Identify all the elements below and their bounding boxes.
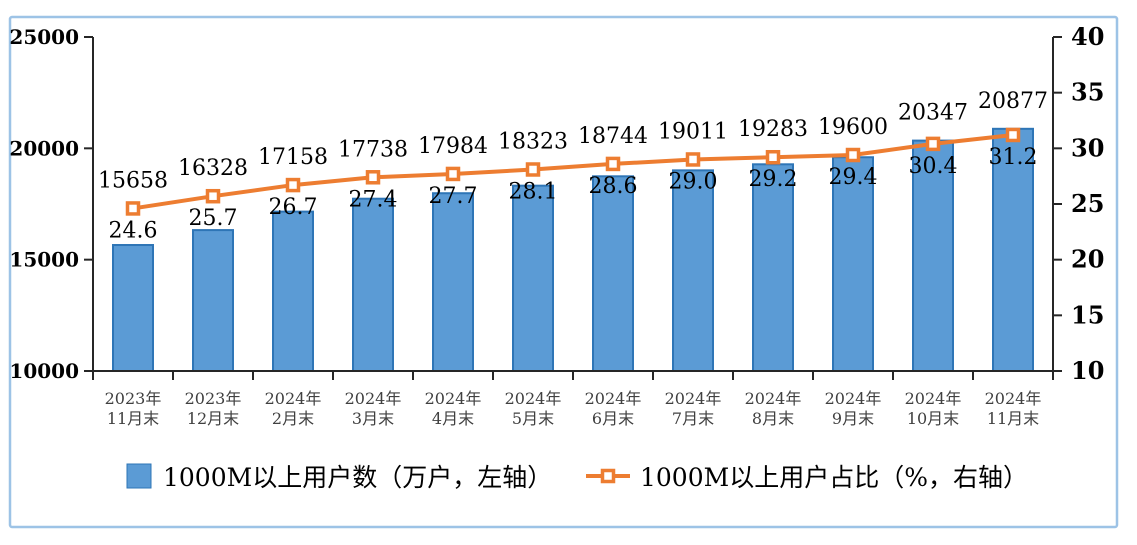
percent-value-label: 29.0 xyxy=(669,169,718,194)
x-category-label: 5月末 xyxy=(512,409,554,428)
percent-value-label: 27.7 xyxy=(429,184,478,209)
left-axis-tick-label: 25000 xyxy=(9,25,79,49)
bar-series xyxy=(112,127,1034,372)
right-axis-tick-label: 40 xyxy=(1071,22,1104,51)
bar-value-label: 19011 xyxy=(658,119,728,144)
x-category-label: 2024年 xyxy=(745,389,802,408)
x-category-label: 2024年 xyxy=(585,389,642,408)
legend-label-bars: 1000M以上用户数（万户，左轴） xyxy=(163,463,552,492)
percent-value-label: 29.2 xyxy=(749,167,798,192)
percent-value-label: 27.4 xyxy=(349,187,398,212)
bar xyxy=(192,229,234,372)
line-series xyxy=(125,127,1021,216)
bar-value-label: 18744 xyxy=(578,124,648,149)
right-axis-tick-label: 20 xyxy=(1071,245,1104,274)
bar-value-label: 19600 xyxy=(818,115,888,140)
bar xyxy=(352,197,394,372)
x-category-label: 7月末 xyxy=(672,409,714,428)
line-marker xyxy=(445,166,461,182)
legend-label-line: 1000M以上用户占比（%，右轴） xyxy=(640,463,1028,492)
x-category-label: 2024年 xyxy=(985,389,1042,408)
line-series-marker-icon xyxy=(586,468,630,484)
line-marker xyxy=(525,162,541,177)
x-category-label: 2024年 xyxy=(265,389,322,408)
x-category-label: 2024年 xyxy=(425,389,482,408)
line-marker xyxy=(765,149,781,165)
bar-value-label: 18323 xyxy=(498,129,568,154)
left-axis-tick-label: 15000 xyxy=(9,248,79,272)
bar-value-label: 20347 xyxy=(898,101,968,126)
x-category-label: 9月末 xyxy=(832,409,874,428)
bar xyxy=(112,244,154,372)
bar-value-label: 19283 xyxy=(738,117,808,142)
bar xyxy=(432,192,474,372)
bar-value-label: 15658 xyxy=(98,168,168,193)
right-axis-tick-label: 35 xyxy=(1071,78,1104,107)
bar-value-label: 17738 xyxy=(338,137,408,162)
line-marker xyxy=(605,156,621,172)
x-category-label: 11月末 xyxy=(107,409,159,428)
x-category-label: 2023年 xyxy=(185,389,242,408)
chart-border xyxy=(8,15,1119,529)
bar xyxy=(512,184,554,372)
bar-value-label: 20877 xyxy=(978,89,1048,114)
right-axis-tick-label: 15 xyxy=(1071,300,1104,329)
legend: 1000M以上用户数（万户，左轴） 1000M以上用户占比（%，右轴） xyxy=(126,463,1028,492)
line-marker xyxy=(205,188,221,204)
bar-series-swatch-icon xyxy=(126,463,152,489)
data-labels: 15658 24.6 16328 25.7 17158 26.7 17738 27.4 1798… xyxy=(98,89,1048,244)
axes xyxy=(84,36,1062,380)
bar xyxy=(752,163,794,372)
x-axis-labels: 2023年11月末2023年12月末2024年2月末2024年3月末2024年4… xyxy=(105,389,1042,428)
percent-value-label: 28.1 xyxy=(509,179,558,204)
percent-value-label: 30.4 xyxy=(909,154,958,179)
line-marker xyxy=(685,152,701,167)
left-axis-tick-label: 20000 xyxy=(9,136,79,160)
line-marker xyxy=(125,201,141,216)
x-category-label: 2024年 xyxy=(905,389,962,408)
bar-value-label: 16328 xyxy=(178,156,248,181)
bar xyxy=(272,210,314,372)
line-marker xyxy=(285,177,301,193)
x-category-label: 2024年 xyxy=(825,389,882,408)
percent-value-label: 25.7 xyxy=(189,206,238,231)
left-axis-tick-label: 10000 xyxy=(9,359,79,383)
line-marker xyxy=(365,170,381,185)
percentage-line xyxy=(131,132,1015,211)
line-marker xyxy=(845,147,861,163)
bar xyxy=(992,127,1034,372)
percent-value-label: 26.7 xyxy=(269,195,318,220)
bar-value-label: 17158 xyxy=(258,145,328,170)
line-marker xyxy=(925,136,941,152)
x-category-label: 2月末 xyxy=(272,409,314,428)
percent-value-label: 24.6 xyxy=(109,218,158,243)
x-category-label: 12月末 xyxy=(187,409,239,428)
bar xyxy=(592,175,634,372)
x-category-label: 2023年 xyxy=(105,389,162,408)
line-marker xyxy=(1005,127,1021,143)
x-category-label: 11月末 xyxy=(987,409,1039,428)
right-axis-tick-label: 25 xyxy=(1071,189,1104,218)
right-axis-tick-label: 10 xyxy=(1071,356,1104,385)
percent-value-label: 31.2 xyxy=(989,145,1038,170)
bar-value-label: 17984 xyxy=(418,134,488,159)
x-category-label: 6月末 xyxy=(592,409,634,428)
percent-value-label: 28.6 xyxy=(589,174,638,199)
x-category-label: 2024年 xyxy=(345,389,402,408)
x-category-label: 4月末 xyxy=(432,409,474,428)
x-category-label: 10月末 xyxy=(907,409,959,428)
x-category-label: 8月末 xyxy=(752,409,794,428)
bar xyxy=(672,169,714,372)
left-axis-labels: 25000 20000 15000 10000 xyxy=(9,25,79,383)
x-category-label: 2024年 xyxy=(665,389,722,408)
percent-value-label: 29.4 xyxy=(829,165,878,190)
right-axis-tick-label: 30 xyxy=(1071,133,1104,162)
x-category-label: 3月末 xyxy=(352,409,394,428)
right-axis-labels: 40 35 30 25 20 15 10 xyxy=(1071,22,1104,385)
x-category-label: 2024年 xyxy=(505,389,562,408)
